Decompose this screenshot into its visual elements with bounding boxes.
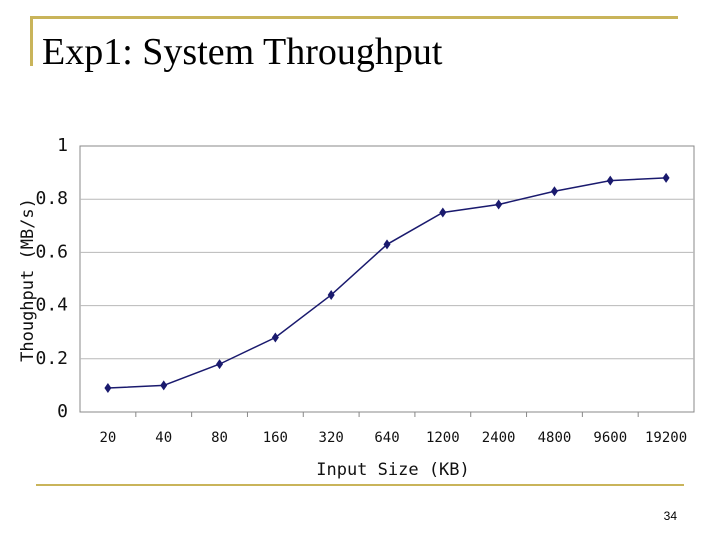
x-tick-labels: 20 40 80 160 320 640 1200 2400 4800 9600 19200 [99,430,687,446]
plot-area [79,145,695,413]
y-tick-labels: 0 0.2 0.4 0.6 0.8 1 [35,135,68,422]
x-tick-label: 2400 [482,430,516,446]
data-point-marker [160,380,168,391]
series-group [104,172,670,394]
x-axis-label: Input Size (KB) [316,460,470,480]
data-point-marker [104,383,112,394]
x-tick-label: 640 [374,430,399,446]
data-point-marker [606,175,614,186]
x-tick-label: 80 [211,430,228,446]
x-tick-label: 160 [263,430,288,446]
data-point-marker [383,239,391,250]
slide-title: Exp1: System Throughput [42,31,443,73]
x-tick-label: 1200 [426,430,460,446]
y-tick-label: 0 [57,401,68,422]
top-accent-rule [30,16,678,19]
gridlines [80,198,694,417]
data-point-marker [495,199,503,210]
y-tick-label: 0.8 [35,188,68,209]
x-tick-label: 9600 [593,430,627,446]
y-tick-label: 1 [57,135,68,156]
y-axis-label: Thoughput (MB/s) [18,198,38,362]
left-accent-rule [30,16,33,66]
data-point-marker [327,289,335,300]
y-tick-label: 0.6 [35,241,68,262]
x-tick-label: 40 [155,430,172,446]
bottom-accent-rule [36,484,684,486]
page-number: 34 [663,509,677,523]
data-point-marker [662,172,670,183]
data-point-marker [271,332,279,343]
data-point-marker [550,186,558,197]
y-tick-label: 0.2 [35,348,68,369]
data-point-marker [439,207,447,218]
data-point-marker [216,359,224,370]
x-tick-label: 19200 [645,430,687,446]
x-tick-label: 20 [99,430,116,446]
x-tick-label: 4800 [538,430,572,446]
x-tick-label: 320 [319,430,344,446]
y-tick-label: 0.4 [35,295,68,316]
